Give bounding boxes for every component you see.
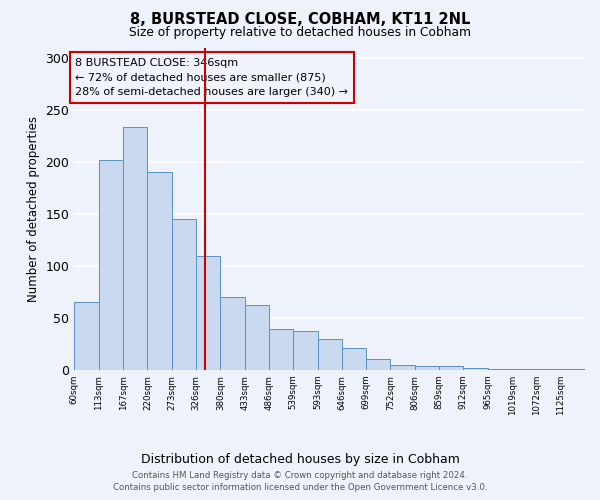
Bar [196,256,220,370]
Bar [148,172,172,370]
Bar [318,338,342,370]
Bar [536,368,561,370]
Bar [439,366,463,370]
Y-axis label: Number of detached properties: Number of detached properties [27,116,40,302]
Bar [123,126,148,370]
Bar [74,302,98,370]
Bar [293,332,318,370]
Text: Distribution of detached houses by size in Cobham: Distribution of detached houses by size … [140,452,460,466]
Text: Size of property relative to detached houses in Cobham: Size of property relative to detached ho… [129,26,471,39]
Bar [220,297,245,370]
Bar [342,348,366,370]
Bar [512,368,536,370]
Text: Contains HM Land Registry data © Crown copyright and database right 2024.
Contai: Contains HM Land Registry data © Crown c… [113,471,487,492]
Bar [245,306,269,370]
Bar [488,368,512,370]
Bar [415,366,439,370]
Bar [366,360,391,370]
Text: 8 BURSTEAD CLOSE: 346sqm
← 72% of detached houses are smaller (875)
28% of semi-: 8 BURSTEAD CLOSE: 346sqm ← 72% of detach… [75,58,348,98]
Bar [561,368,585,370]
Bar [269,329,293,370]
Bar [391,364,415,370]
Bar [172,219,196,370]
Bar [98,160,123,370]
Text: 8, BURSTEAD CLOSE, COBHAM, KT11 2NL: 8, BURSTEAD CLOSE, COBHAM, KT11 2NL [130,12,470,28]
Bar [463,368,488,370]
